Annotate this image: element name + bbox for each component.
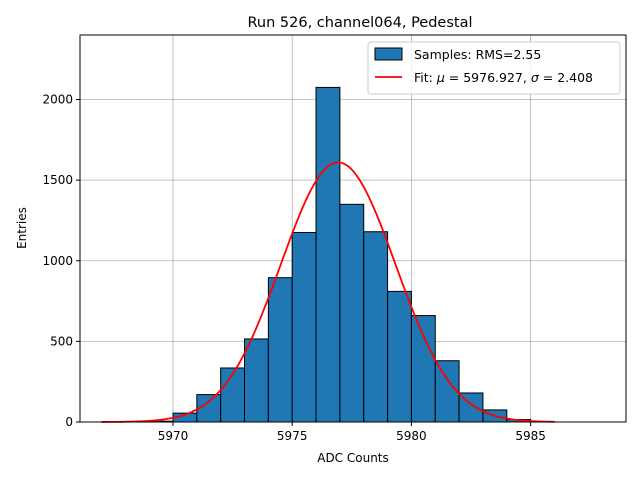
histogram-bar — [244, 338, 269, 423]
y-tick-label: 0 — [65, 415, 73, 429]
y-tick-label: 1000 — [42, 254, 73, 268]
fit-curve-group — [101, 161, 555, 423]
histogram-bar — [315, 86, 341, 423]
legend-histogram-label: Samples: RMS=2.55 — [414, 47, 541, 62]
histogram-bar — [434, 360, 460, 423]
legend-sigma-equals: = — [539, 70, 557, 85]
legend-sigma-symbol: σ — [531, 70, 540, 85]
legend-box — [367, 41, 621, 95]
histogram-bars — [148, 86, 555, 423]
histogram-bar — [387, 290, 412, 423]
histogram-bar — [363, 231, 389, 423]
x-tick-label: 5980 — [396, 429, 427, 443]
y-axis-label: Entries — [15, 207, 29, 249]
histogram-bar — [291, 232, 317, 423]
legend-mu-equals: = — [445, 70, 463, 85]
y-axis-ticks: 0 500 1000 1500 2000 — [42, 93, 80, 429]
legend-mu-symbol: μ — [436, 70, 445, 85]
x-tick-label: 5970 — [158, 429, 189, 443]
legend: Samples: RMS=2.55 Fit: μ = 5976.927, σ =… — [367, 41, 621, 95]
x-tick-label: 5985 — [515, 429, 546, 443]
legend-fit-prefix: Fit: — [414, 70, 437, 85]
legend-fit-label: Fit: μ = 5976.927, σ = 2.408 — [414, 70, 593, 85]
histogram-bar — [267, 277, 293, 423]
y-tick-label: 2000 — [42, 93, 73, 107]
histogram-bar — [220, 367, 246, 423]
x-axis-label: ADC Counts — [317, 451, 389, 465]
legend-histogram-swatch — [374, 47, 403, 61]
y-tick-label: 1500 — [42, 173, 73, 187]
plot-frame — [79, 34, 627, 423]
chart-title: Run 526, channel064, Pedestal — [247, 15, 472, 31]
legend-sigma-value: 2.408 — [557, 70, 593, 85]
x-axis-ticks: 5970 5975 5980 5985 — [158, 422, 546, 443]
histogram-bar — [410, 315, 436, 423]
x-tick-label: 5975 — [277, 429, 308, 443]
fit-curve — [101, 161, 555, 423]
legend-mu-value: 5976.927 — [463, 70, 523, 85]
y-tick-label: 500 — [50, 334, 73, 348]
histogram-bar — [339, 203, 365, 423]
legend-separator: , — [523, 70, 531, 85]
